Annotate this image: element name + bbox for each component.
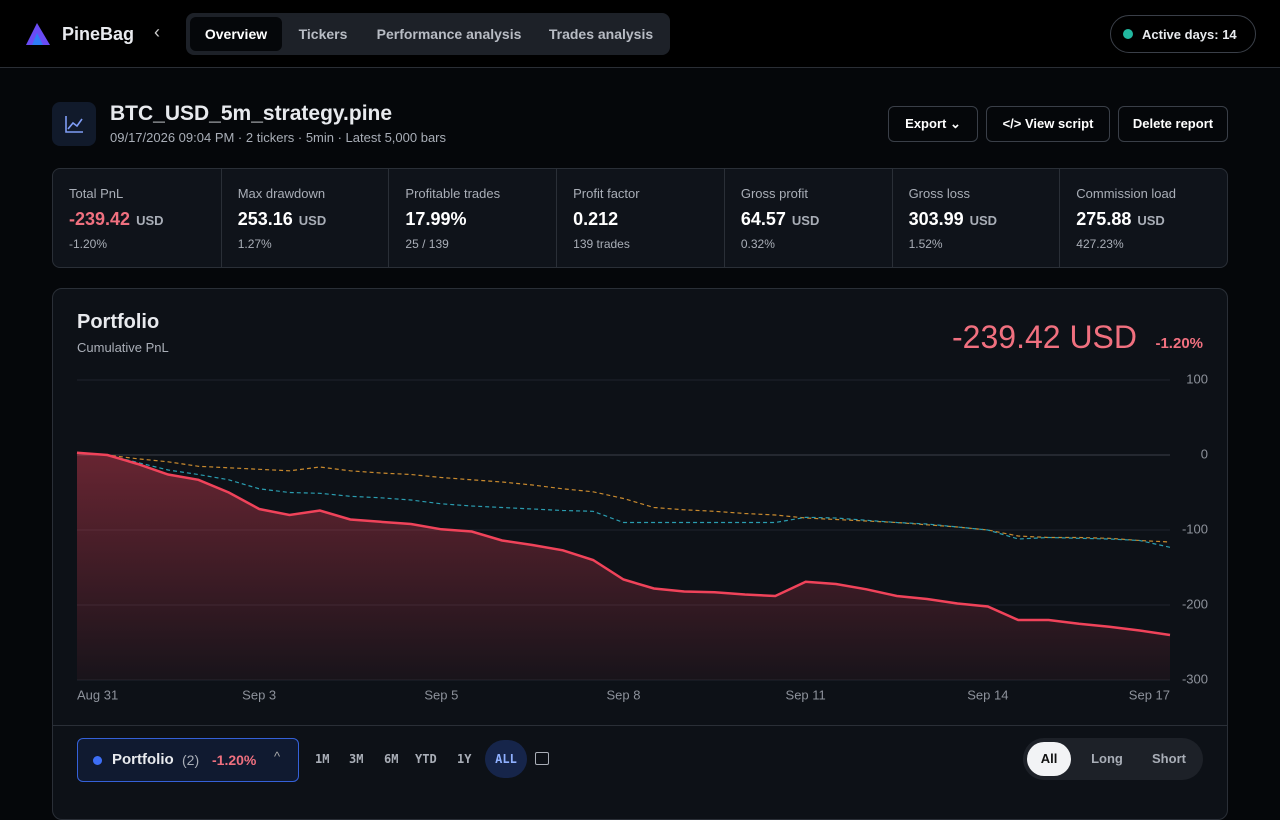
- stat-unit: USD: [298, 213, 327, 228]
- stat-unit: USD: [1137, 213, 1165, 228]
- report-meta: 09/17/2026 09:04 PM · 2 tickers · 5min ·…: [110, 130, 447, 145]
- stat-label: Max drawdown: [237, 186, 326, 201]
- panel-title: Portfolio: [77, 311, 160, 333]
- stat-value: -239.42 USD: [69, 209, 164, 230]
- stat-sub: 427.23%: [1076, 237, 1124, 251]
- range-button[interactable]: 1M: [315, 752, 330, 766]
- stat-value: 64.57 USD: [741, 209, 820, 230]
- stat-label: Profit factor: [573, 186, 640, 201]
- stat-value: 253.16 USD: [238, 209, 327, 230]
- stat-number: 0.212: [573, 209, 619, 229]
- stat-number: 64.57: [740, 209, 786, 229]
- stats: Total PnL -239.42 USD -1.20% Max drawdown 253…: [52, 168, 1228, 268]
- brand: PineBag: [62, 24, 135, 44]
- view-script-button[interactable]: </> View script: [986, 106, 1110, 142]
- range-button[interactable]: ALL: [485, 740, 527, 778]
- stat-sub: -1.20%: [69, 237, 108, 251]
- active-days[interactable]: Active days: 14: [1110, 15, 1256, 53]
- selector-change: -1.20%: [212, 752, 257, 768]
- tab[interactable]: Trades analysis: [548, 26, 654, 42]
- button-label: Delete report: [1132, 116, 1214, 131]
- side-button[interactable]: Short: [1152, 751, 1186, 766]
- stat-number: 275.88: [1076, 209, 1132, 229]
- stat-unit: USD: [969, 213, 998, 228]
- stat-card: Profit factor 0.212 139 trades: [556, 169, 725, 267]
- side-button[interactable]: All: [1027, 742, 1071, 776]
- stat-number: -239.42: [69, 209, 131, 229]
- side-button[interactable]: Long: [1091, 751, 1123, 766]
- stat-number: 303.99: [908, 209, 964, 229]
- logo: [26, 23, 50, 45]
- stat-label: Total PnL: [69, 186, 124, 201]
- stat-card: Gross loss 303.99 USD 1.52%: [891, 169, 1061, 267]
- stat-sub: 0.32%: [740, 237, 775, 251]
- stat-card: Gross profit 64.57 USD 0.32%: [723, 169, 893, 267]
- range-button[interactable]: 6M: [384, 752, 399, 766]
- button-label: Export: [905, 116, 947, 131]
- range-button[interactable]: 1Y: [457, 752, 472, 766]
- portfolio-selector[interactable]: Portfolio (2) -1.20% ^: [77, 738, 299, 782]
- stat-value: 303.99 USD: [909, 209, 998, 230]
- stat-sub: 1.52%: [908, 237, 943, 251]
- dot: [93, 756, 102, 765]
- header: PineBag ‹ Overview Tickers Performance a…: [0, 0, 1280, 68]
- selector-label: Portfolio: [112, 751, 174, 768]
- tabs: Overview Tickers Performance analysis Tr…: [186, 13, 670, 55]
- stat-unit: USD: [791, 213, 820, 228]
- status-dot: [1123, 29, 1133, 39]
- selector-count: (2): [182, 752, 200, 768]
- side-toggle: All Long Short: [1023, 738, 1203, 780]
- delete-report-button[interactable]: Delete report: [1118, 106, 1228, 142]
- range-button[interactable]: 3M: [349, 752, 364, 766]
- stat-sub: 139 trades: [573, 237, 630, 251]
- stat-card: Max drawdown 253.16 USD 1.27%: [220, 169, 390, 267]
- stat-value: 0.212: [573, 209, 618, 230]
- stat-number: 253.16: [237, 209, 293, 229]
- active-days-text: Active days: 14: [1142, 27, 1237, 42]
- stat-value: 17.99%: [405, 209, 466, 230]
- back-button[interactable]: ‹: [154, 22, 160, 42]
- calendar-icon[interactable]: [535, 752, 549, 765]
- stat-label: Gross loss: [908, 186, 970, 201]
- stat-label: Commission load: [1076, 186, 1176, 201]
- stat-sub: 1.27%: [237, 237, 272, 251]
- total: -239.42 USD: [952, 319, 1137, 355]
- stat-number: 17.99%: [405, 209, 467, 229]
- range-button[interactable]: YTD: [415, 752, 437, 766]
- stat-value: 275.88 USD: [1076, 209, 1165, 230]
- report-title: BTC_USD_5m_strategy.pine: [110, 102, 393, 125]
- button-label: View script: [1025, 116, 1094, 131]
- stat-card: Commission load 275.88 USD 427.23%: [1059, 169, 1228, 267]
- stat-card: Total PnL -239.42 USD -1.20%: [53, 169, 221, 267]
- panel-subtitle: Cumulative PnL: [77, 340, 169, 355]
- stat-sub: 25 / 139: [405, 237, 449, 251]
- stat-card: Profitable trades 17.99% 25 / 139: [388, 169, 557, 267]
- divider: [53, 725, 1227, 726]
- stat-label: Gross profit: [740, 186, 809, 201]
- change: -1.20%: [1155, 335, 1203, 352]
- export-button[interactable]: Export ⌄: [888, 106, 978, 142]
- portfolio-panel: Portfolio Cumulative PnL -239.42 USD -1.…: [52, 288, 1228, 820]
- chevron: ^: [274, 749, 281, 764]
- report-icon: [52, 102, 96, 146]
- tab[interactable]: Tickers: [298, 26, 348, 42]
- tab[interactable]: Performance analysis: [376, 26, 522, 42]
- stat-unit: USD: [136, 213, 164, 228]
- tab[interactable]: Overview: [190, 17, 282, 51]
- stat-label: Profitable trades: [405, 186, 501, 201]
